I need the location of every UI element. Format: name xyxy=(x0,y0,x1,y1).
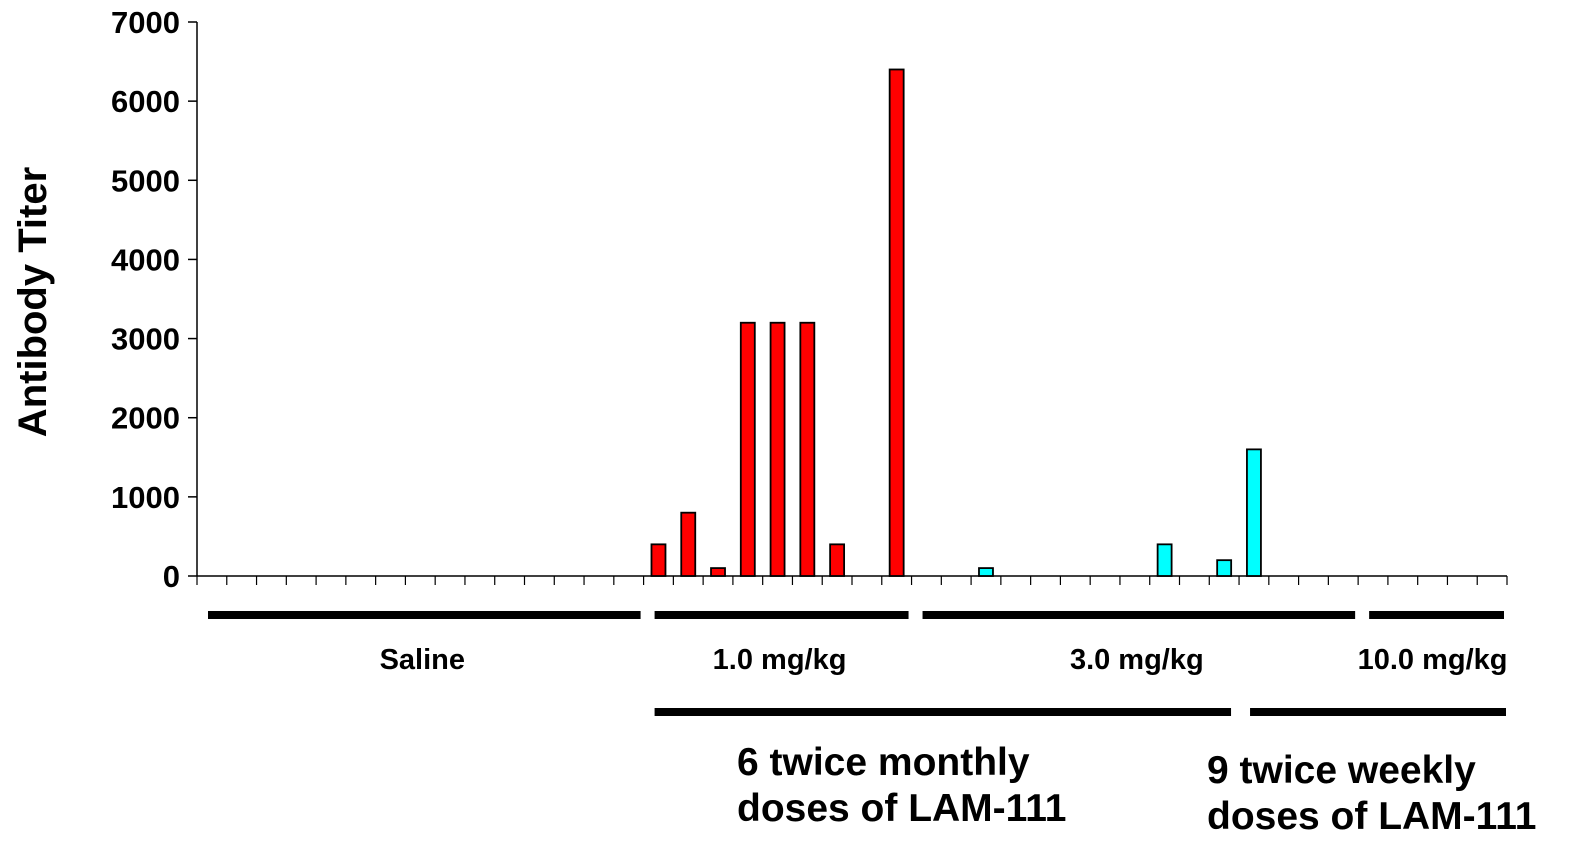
y-axis-label: Antibody Titer xyxy=(11,166,55,438)
regimen-label-line1: 6 twice monthly xyxy=(737,741,1030,784)
bar-series-1 xyxy=(680,511,697,577)
dose-group-bar xyxy=(654,611,909,619)
regimen-bar xyxy=(1250,708,1506,716)
dose-group-label: 3.0 mg/kg xyxy=(1069,644,1204,676)
bar-series-2 xyxy=(978,567,994,577)
dose-group-label: 1.0 mg/kg xyxy=(712,644,847,676)
regimen-label: 9 twice weekly doses of LAM-111 xyxy=(1207,748,1536,840)
dose-group-bar xyxy=(208,611,641,619)
regimen-label: 6 twice monthly doses of LAM-111 xyxy=(737,740,1066,832)
bar-series-1 xyxy=(710,567,726,577)
dose-group-bar xyxy=(922,611,1356,619)
y-tick-label: 5000 xyxy=(111,163,180,198)
bar-series-2 xyxy=(1246,448,1262,577)
regimen-bar xyxy=(654,708,1232,716)
regimen-label-line1: 9 twice weekly xyxy=(1207,749,1476,792)
bar-series-1 xyxy=(650,543,667,577)
bar-series-1 xyxy=(739,321,756,577)
y-tick-label: 1000 xyxy=(111,480,180,515)
y-tick-label: 6000 xyxy=(111,84,180,119)
dose-group-label: 10.0 mg/kg xyxy=(1357,644,1508,676)
bar-series-2 xyxy=(1216,559,1233,577)
y-tick-label: 2000 xyxy=(111,401,180,436)
bar-series-1 xyxy=(829,543,846,577)
y-tick-label: 7000 xyxy=(111,5,180,40)
bar-series-1 xyxy=(888,68,905,577)
dose-group-bar xyxy=(1369,611,1504,619)
dose-group-label: Saline xyxy=(379,644,465,676)
y-tick-label: 3000 xyxy=(111,322,180,357)
y-tick-label: 0 xyxy=(163,559,180,594)
bar-series-1 xyxy=(799,321,816,577)
bar-series-1 xyxy=(769,321,786,577)
bar-series-2 xyxy=(1156,543,1173,577)
regimen-label-line2: doses of LAM-111 xyxy=(737,787,1067,830)
y-tick-label: 4000 xyxy=(111,242,180,277)
regimen-label-line2: doses of LAM-111 xyxy=(1207,795,1537,838)
